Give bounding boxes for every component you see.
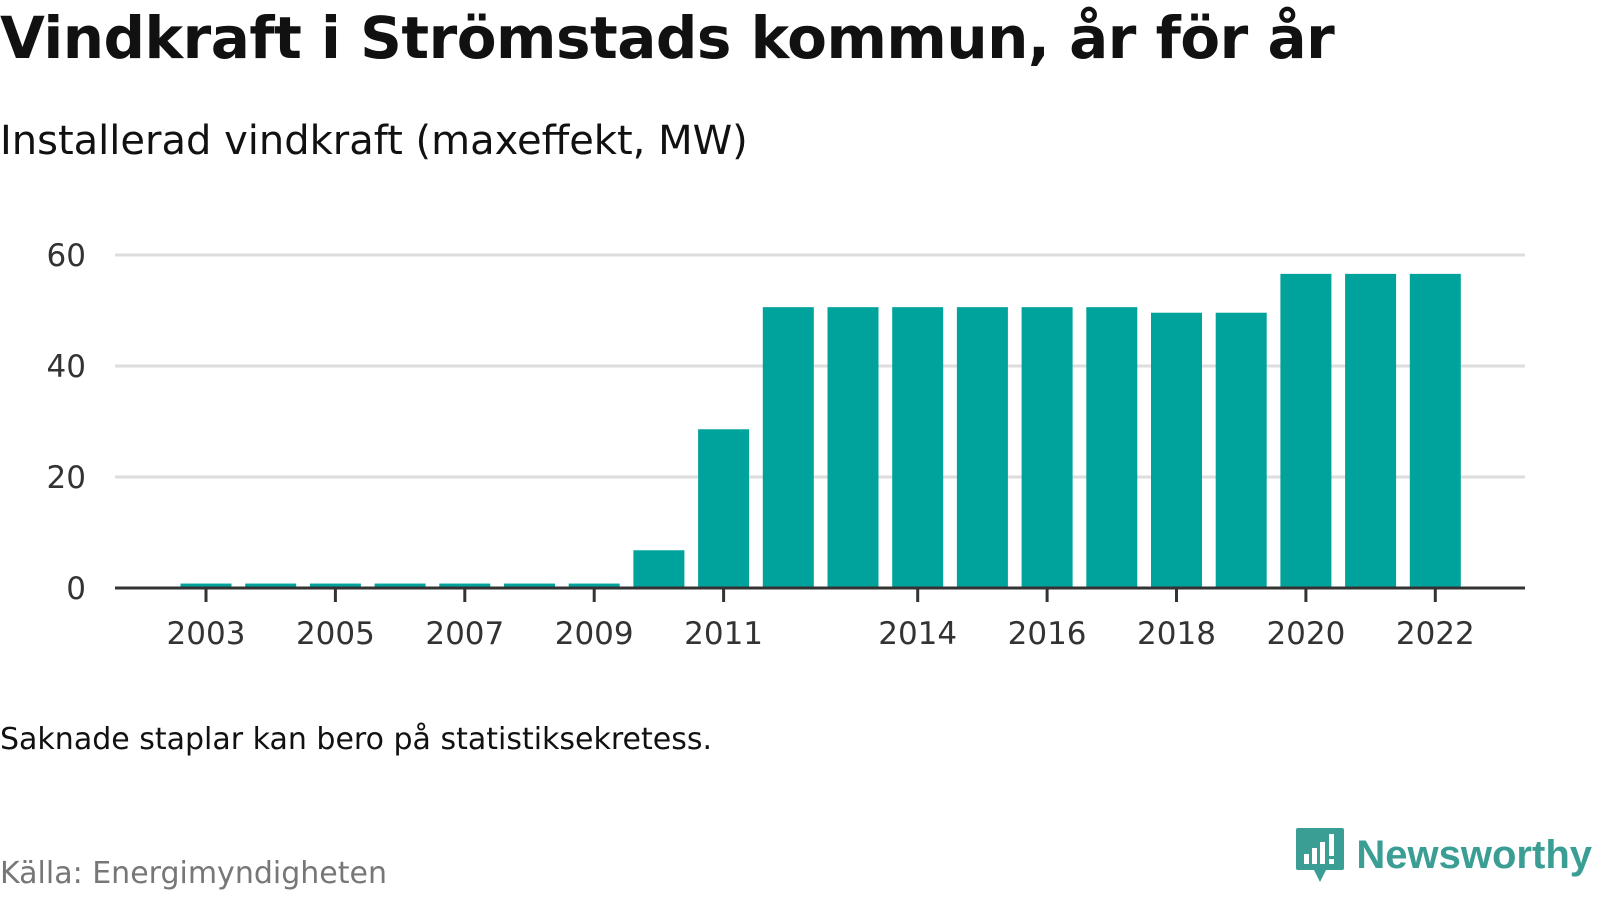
bar bbox=[633, 550, 685, 588]
x-tick-label: 2003 bbox=[167, 616, 246, 652]
bar bbox=[956, 307, 1008, 588]
y-tick-label: 40 bbox=[47, 349, 86, 385]
x-tick-label: 2011 bbox=[684, 616, 763, 652]
bar bbox=[309, 583, 361, 588]
bar bbox=[1086, 307, 1138, 588]
bar bbox=[1345, 273, 1397, 588]
y-tick-label: 20 bbox=[47, 460, 86, 496]
chart-title: Vindkraft i Strömstads kommun, år för år bbox=[0, 4, 1335, 72]
x-tick-label: 2020 bbox=[1266, 616, 1345, 652]
x-tick-label: 2016 bbox=[1008, 616, 1087, 652]
x-tick-label: 2014 bbox=[878, 616, 957, 652]
bar bbox=[180, 583, 232, 588]
bar bbox=[1280, 273, 1332, 588]
bar bbox=[439, 583, 491, 588]
x-tick-label: 2009 bbox=[555, 616, 634, 652]
bar bbox=[504, 583, 555, 588]
x-tick-label: 2022 bbox=[1396, 616, 1475, 652]
source-label: Källa: Energimyndigheten bbox=[0, 856, 387, 891]
y-tick-label: 0 bbox=[66, 571, 86, 607]
bar bbox=[245, 583, 297, 588]
bar bbox=[374, 583, 426, 588]
chart-subtitle: Installerad vindkraft (maxeffekt, MW) bbox=[0, 118, 748, 164]
x-tick-label: 2005 bbox=[296, 616, 375, 652]
bar bbox=[1215, 312, 1267, 588]
x-tick-label: 2018 bbox=[1137, 616, 1216, 652]
bar bbox=[892, 307, 944, 588]
brand: Newsworthy bbox=[1294, 826, 1592, 884]
x-tick-label: 2007 bbox=[425, 616, 504, 652]
y-tick-label: 60 bbox=[47, 238, 86, 274]
bar bbox=[698, 429, 750, 588]
brand-name: Newsworthy bbox=[1356, 832, 1592, 877]
bar bbox=[1151, 312, 1202, 588]
bar-chart-speech-bubble-icon bbox=[1296, 828, 1345, 882]
bar bbox=[827, 307, 879, 588]
bar-chart: 0 20 40 60 2003 2005 2007 2009 2011 2014 2016 2018 2… bbox=[47, 238, 1525, 652]
bar bbox=[762, 307, 814, 588]
bar bbox=[568, 583, 620, 588]
bar bbox=[1021, 307, 1073, 588]
footnote: Saknade staplar kan bero på statistiksek… bbox=[0, 722, 713, 757]
bar bbox=[1409, 273, 1461, 588]
